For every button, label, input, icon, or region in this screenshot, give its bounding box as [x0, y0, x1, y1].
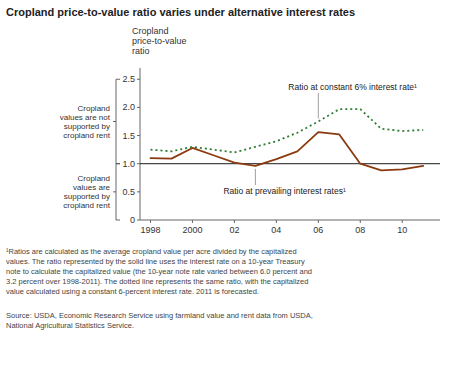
title: Cropland price-to-value ratio varies und… — [6, 6, 355, 18]
y-tick — [137, 135, 140, 136]
text-line: Cropland — [132, 26, 169, 36]
leader-line — [318, 93, 319, 118]
text-line: National Agricultural Statistics Service… — [6, 321, 134, 330]
y-tick — [137, 79, 140, 80]
text-line: supported by — [64, 192, 110, 201]
x-tick-label: 04 — [271, 225, 281, 235]
text-line: 3.2 percent over 1998-2011). The dotted … — [6, 277, 308, 286]
series-label: Ratio at constant 6% interest rate¹ — [288, 82, 417, 92]
text-line: ratio — [132, 46, 150, 56]
y-tick-label: 1.0 — [122, 159, 135, 169]
y-tick-label: 0 — [130, 215, 135, 225]
x-tick — [192, 220, 193, 223]
y-tick — [137, 220, 140, 221]
bracket-label: Croplandvalues aresupported bycropland r… — [63, 174, 110, 210]
y-axis-line — [140, 68, 141, 220]
y-axis-label: Croplandprice-to-valueratio — [132, 26, 187, 56]
y-tick-label: 2.5 — [122, 74, 135, 84]
x-tick-label: 08 — [355, 225, 365, 235]
y-tick — [137, 163, 140, 164]
footnote: ¹Ratios are calculated as the average cr… — [6, 247, 312, 296]
plot-area — [140, 109, 440, 170]
x-tick-label: 2000 — [182, 225, 202, 235]
x-tick — [318, 220, 319, 223]
text-line: values are not — [60, 113, 111, 122]
chart: Cropland price-to-value ratio varies und… — [0, 0, 450, 365]
x-tick — [150, 220, 151, 223]
leader-line — [255, 169, 256, 185]
text-line: note to calculate the capitalized value … — [6, 267, 312, 276]
text-line: supported by — [64, 122, 110, 131]
series-label: Ratio at prevailing interest rates¹ — [223, 186, 346, 196]
source: Source: USDA, Economic Research Service … — [6, 311, 313, 330]
x-tick-label: 1998 — [140, 225, 160, 235]
text-line: ¹Ratios are calculated as the average cr… — [6, 247, 297, 256]
series-line — [150, 109, 423, 152]
x-axis-line — [140, 220, 440, 221]
text-line: Cropland — [78, 174, 110, 183]
text-line: values. The ratio represented by the sol… — [6, 257, 305, 266]
y-tick — [137, 107, 140, 108]
x-tick-label: 06 — [313, 225, 323, 235]
x-tick-label: 02 — [229, 225, 239, 235]
x-tick — [234, 220, 235, 223]
bracket-label: Croplandvalues are notsupported bycropla… — [60, 104, 111, 140]
reference-line — [140, 163, 440, 164]
y-tick-label: 0.5 — [122, 187, 135, 197]
y-tick — [137, 191, 140, 192]
text-line: Source: USDA, Economic Research Service … — [6, 311, 313, 320]
series-line — [150, 132, 423, 170]
text-line: price-to-value — [132, 36, 187, 46]
text-line: cropland rent — [63, 201, 110, 210]
text-line: value calculated using a constant 6-perc… — [6, 287, 259, 296]
x-tick — [402, 220, 403, 223]
x-tick — [360, 220, 361, 223]
x-tick-label: 10 — [397, 225, 407, 235]
text-line: Cropland — [78, 104, 110, 113]
y-tick-label: 1.5 — [122, 131, 135, 141]
text-line: values are — [73, 183, 110, 192]
bracket — [113, 79, 120, 163]
y-tick-label: 2.0 — [122, 102, 135, 112]
text-line: cropland rent — [63, 131, 110, 140]
bracket — [113, 164, 120, 220]
x-tick — [276, 220, 277, 223]
